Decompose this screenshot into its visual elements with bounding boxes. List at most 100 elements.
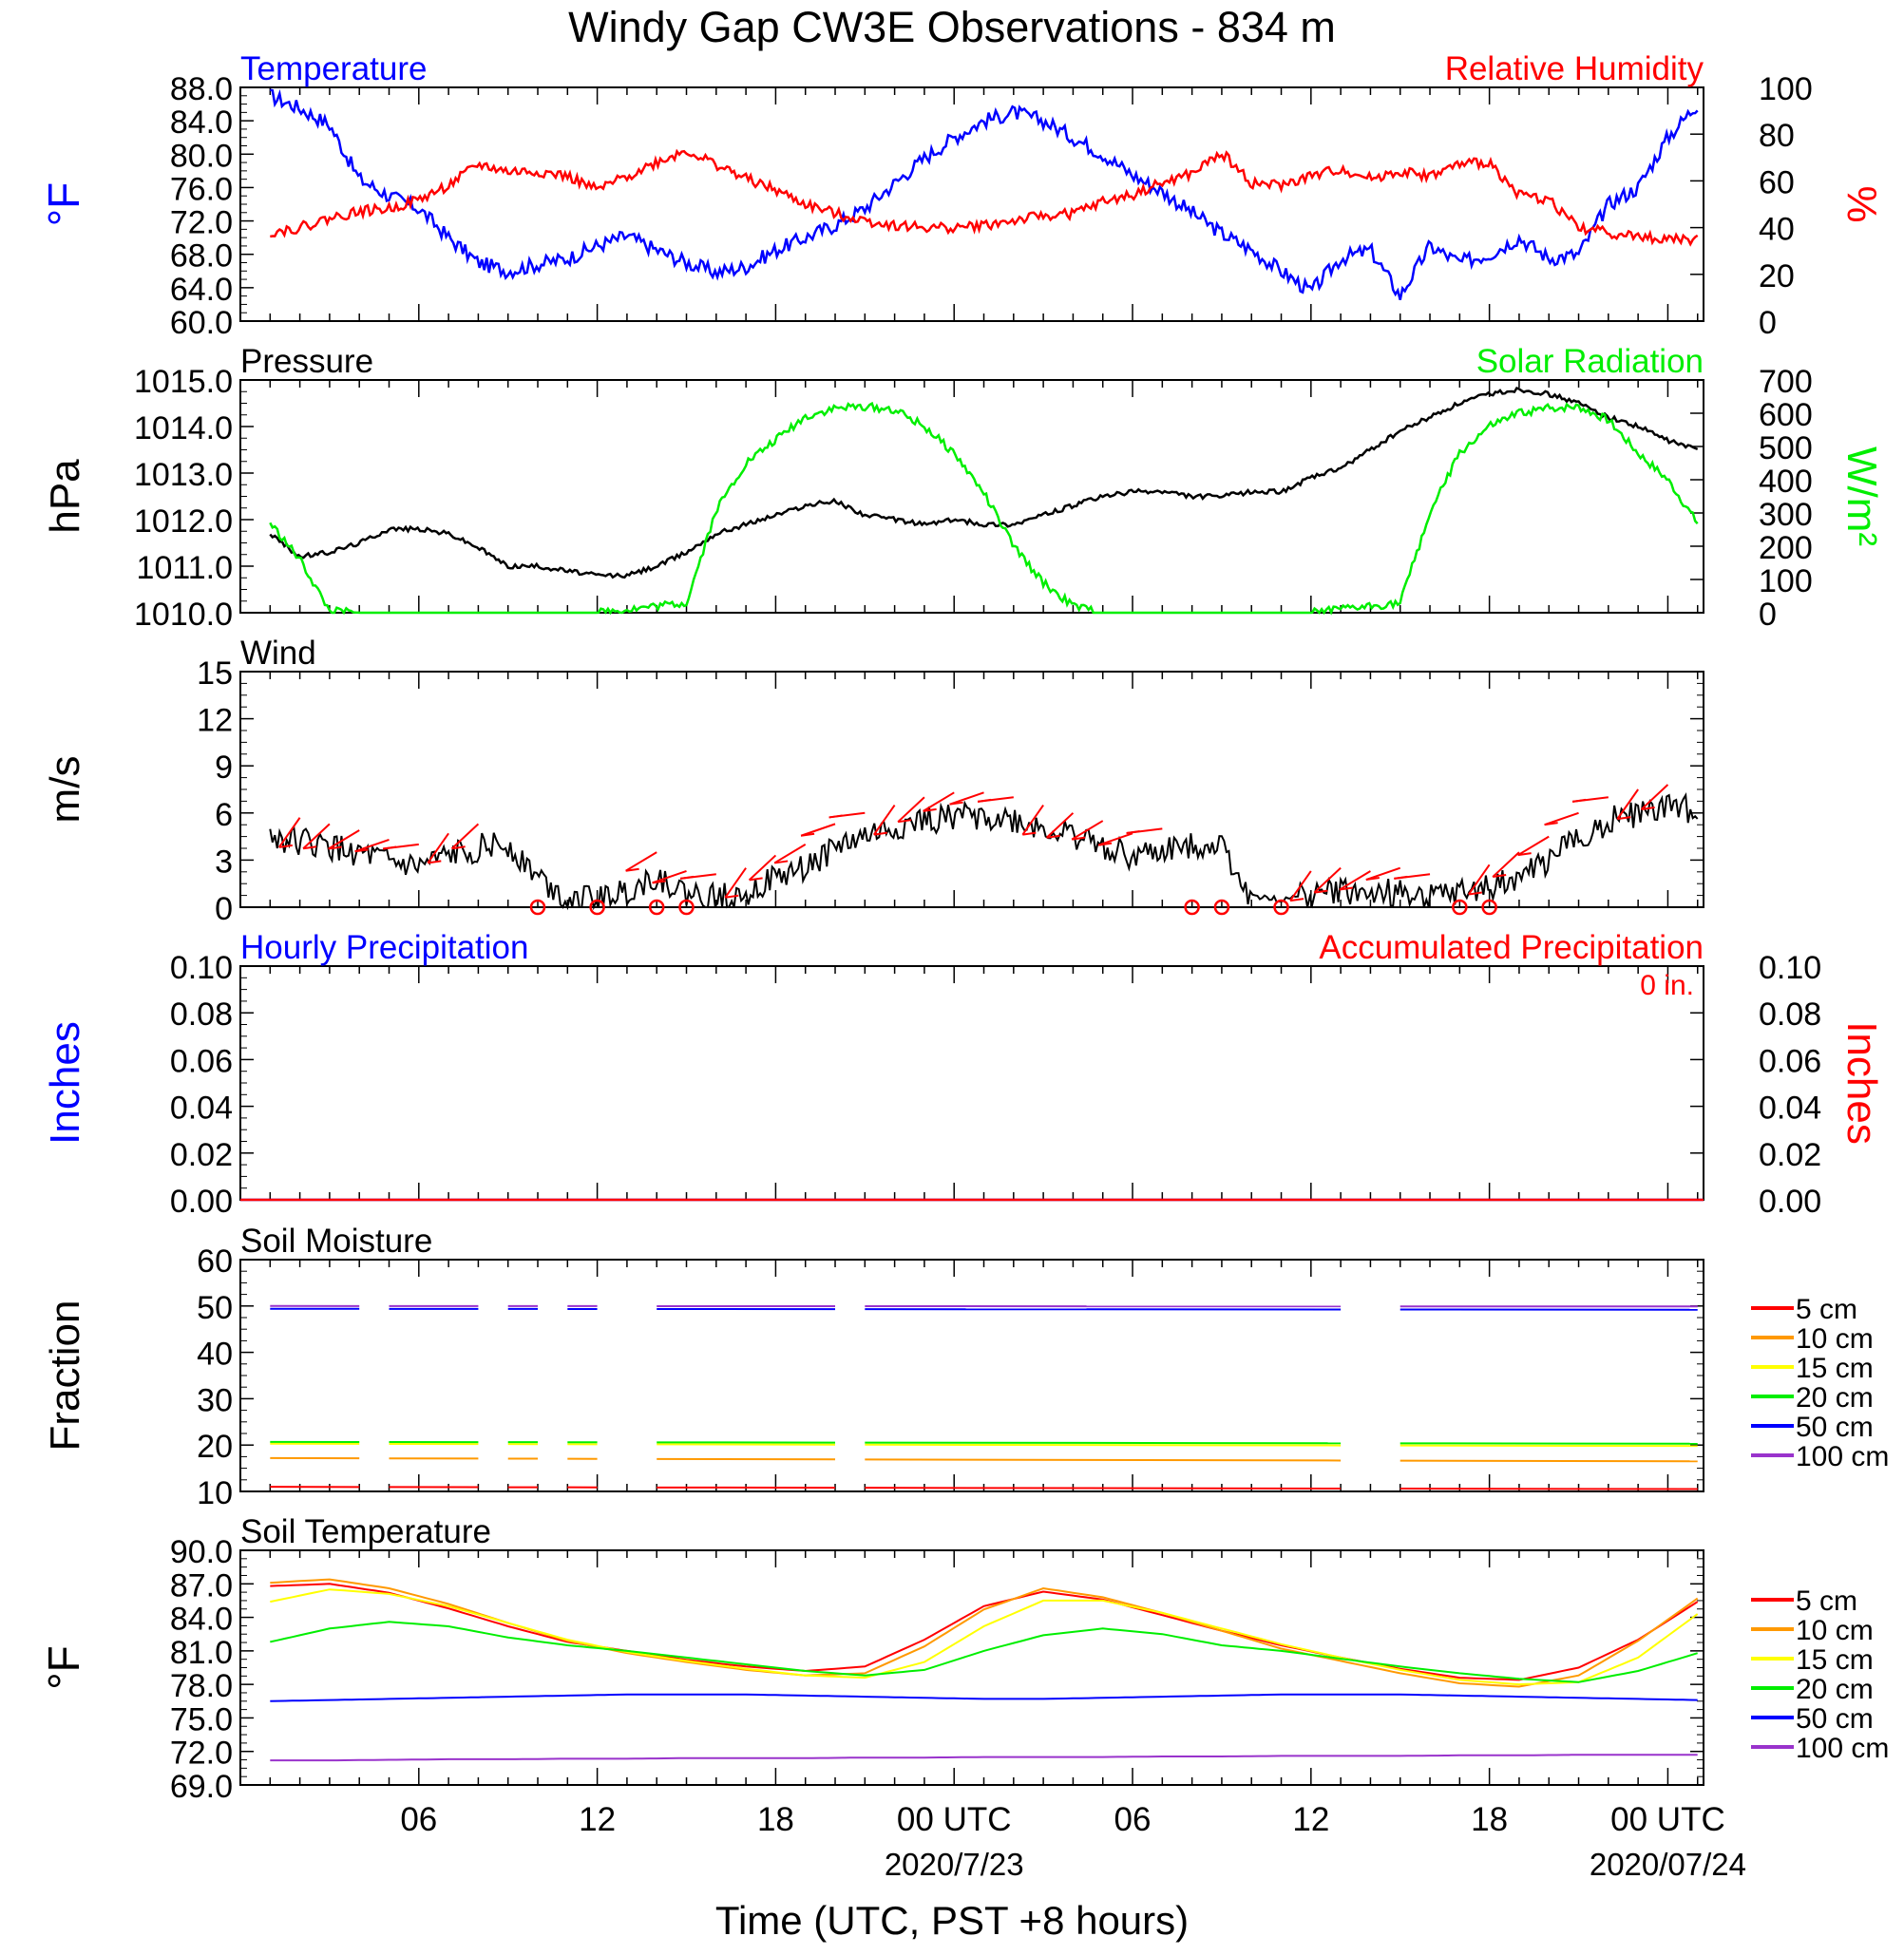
- wind-barb-flag: [354, 848, 369, 853]
- wind-barb-flag: [1314, 889, 1328, 894]
- y-tick-label: 76.0: [170, 171, 233, 207]
- wind-barb-flag: [1339, 886, 1353, 891]
- y-right-tick-label: 0: [1759, 305, 1777, 341]
- panel-pressure_solar: 1015.0 1014.0 1013.0 1012.0 1011.0 1010.0 7006…: [42, 343, 1885, 633]
- wind-barb-flag: [923, 807, 937, 812]
- y-right-tick-label: 0.08: [1759, 996, 1821, 1033]
- panel-title-right: Relative Humidity: [1445, 50, 1704, 87]
- y-tick-label: 50: [197, 1290, 233, 1326]
- wind-barb-flag: [828, 814, 843, 819]
- y-tick-label: 9: [215, 750, 233, 786]
- wind-barb-flag: [1617, 816, 1631, 821]
- x-tick-label: 00 UTC: [897, 1801, 1012, 1838]
- wind-barb: [1339, 870, 1371, 891]
- wind-barb: [1492, 851, 1520, 878]
- y-axis-label: m/s: [42, 756, 88, 824]
- wind-barb: [897, 796, 925, 823]
- legend-label: 100 cm: [1796, 1733, 1889, 1764]
- y-tick-label: 84.0: [170, 104, 233, 141]
- y-tick-label: 1012.0: [134, 503, 233, 540]
- plot-frame: [239, 965, 1704, 1201]
- y-tick-label: 87.0: [170, 1567, 233, 1604]
- wind-barb: [328, 829, 360, 850]
- wind-barb-flag: [1468, 891, 1482, 896]
- wind-barb-flag: [652, 880, 666, 884]
- y-tick-label: 40: [197, 1337, 233, 1373]
- x-tick-label: 18: [757, 1801, 794, 1838]
- legend-label: 5 cm: [1796, 1585, 1857, 1617]
- wind-barb: [427, 832, 449, 864]
- series-line-wind-speed: [269, 791, 1699, 911]
- x-tick-label: 06: [400, 1801, 437, 1838]
- y-tick-label: 84.0: [170, 1602, 233, 1638]
- x-tick-label: 06: [1114, 1801, 1152, 1838]
- x-tick-label: 00 UTC: [1610, 1801, 1725, 1838]
- wind-barb-flag: [1517, 852, 1532, 857]
- wind-barb-flag: [1544, 822, 1558, 826]
- wind-barb: [1289, 870, 1312, 902]
- y-right-tick-label: 500: [1759, 430, 1813, 466]
- y-tick-label: 80.0: [170, 138, 233, 174]
- panel-title-left: Soil Moisture: [240, 1223, 432, 1260]
- wind-barb: [1616, 788, 1639, 820]
- legend-label: 5 cm: [1796, 1294, 1857, 1325]
- wind-barb-flag: [749, 877, 763, 882]
- y-axis-right-label: W/m²: [1838, 446, 1885, 546]
- legend-label: 100 cm: [1796, 1441, 1889, 1472]
- y-right-tick-label: 100: [1759, 563, 1813, 599]
- y-right-tick-label: 400: [1759, 464, 1813, 500]
- y-tick-label: 20: [197, 1429, 233, 1465]
- wind-barb: [748, 854, 777, 882]
- panel-title-left: Soil Temperature: [240, 1513, 491, 1550]
- wind-barb-flag: [774, 860, 789, 864]
- y-tick-label: 81.0: [170, 1635, 233, 1671]
- calm-wind-marker: [1452, 899, 1468, 916]
- y-right-tick-label: 100: [1759, 71, 1813, 107]
- series-segment-20-cm: [865, 1441, 1342, 1445]
- calm-wind-marker: [589, 899, 605, 916]
- wind-barb-flag: [1571, 798, 1587, 803]
- x-tick-label: 12: [1292, 1801, 1329, 1838]
- wind-barb-flag: [1097, 842, 1113, 846]
- calm-wind-marker: [1213, 899, 1230, 916]
- legend-label: 50 cm: [1796, 1703, 1874, 1735]
- wind-barb: [923, 791, 955, 812]
- wind-barb-flag: [679, 875, 695, 880]
- y-tick-label: 1013.0: [134, 457, 233, 493]
- legend-label: 20 cm: [1796, 1382, 1874, 1414]
- wind-barb: [450, 823, 480, 850]
- wind-barb: [1640, 784, 1669, 810]
- x-date-label: 2020/7/23: [885, 1847, 1024, 1882]
- panel-title-right: Accumulated Precipitation: [1319, 929, 1704, 966]
- wind-barb: [873, 804, 896, 836]
- y-tick-label: 1010.0: [134, 597, 233, 633]
- calm-wind-marker: [1481, 899, 1497, 916]
- y-right-tick-label: 20: [1759, 258, 1795, 294]
- y-axis-label: Fraction: [42, 1300, 88, 1452]
- x-tick-label: 18: [1471, 1801, 1508, 1838]
- wind-barb: [1097, 832, 1133, 846]
- y-right-tick-label: 0: [1759, 597, 1777, 633]
- panel-wind: 15 12 9 6 3 0 Wind m/s: [42, 635, 1704, 927]
- y-axis-label: Inches: [42, 1021, 88, 1145]
- y-right-tick-label: 0.02: [1759, 1137, 1821, 1173]
- y-tick-label: 0.04: [170, 1091, 233, 1127]
- calm-wind-marker: [648, 899, 665, 916]
- plot-frame: [239, 86, 1704, 322]
- wind-barb-flag: [1394, 875, 1408, 880]
- y-tick-label: 10: [197, 1475, 233, 1511]
- y-axis-label: °F: [39, 182, 88, 227]
- panel-title-left: Wind: [240, 635, 316, 672]
- y-right-tick-label: 40: [1759, 212, 1795, 248]
- panel-title-right: Solar Radiation: [1476, 343, 1704, 380]
- wind-barb: [625, 851, 657, 872]
- y-right-tick-label: 0.00: [1759, 1184, 1821, 1220]
- wind-barb: [652, 870, 687, 884]
- wind-barb: [1045, 812, 1075, 839]
- wind-barb-flag: [625, 867, 639, 872]
- wind-barb-flag: [1046, 834, 1060, 839]
- wind-barb-flag: [451, 845, 466, 850]
- y-axis-right-label: %: [1838, 185, 1885, 222]
- y-tick-label: 0.00: [170, 1184, 233, 1220]
- wind-barb: [1313, 866, 1342, 894]
